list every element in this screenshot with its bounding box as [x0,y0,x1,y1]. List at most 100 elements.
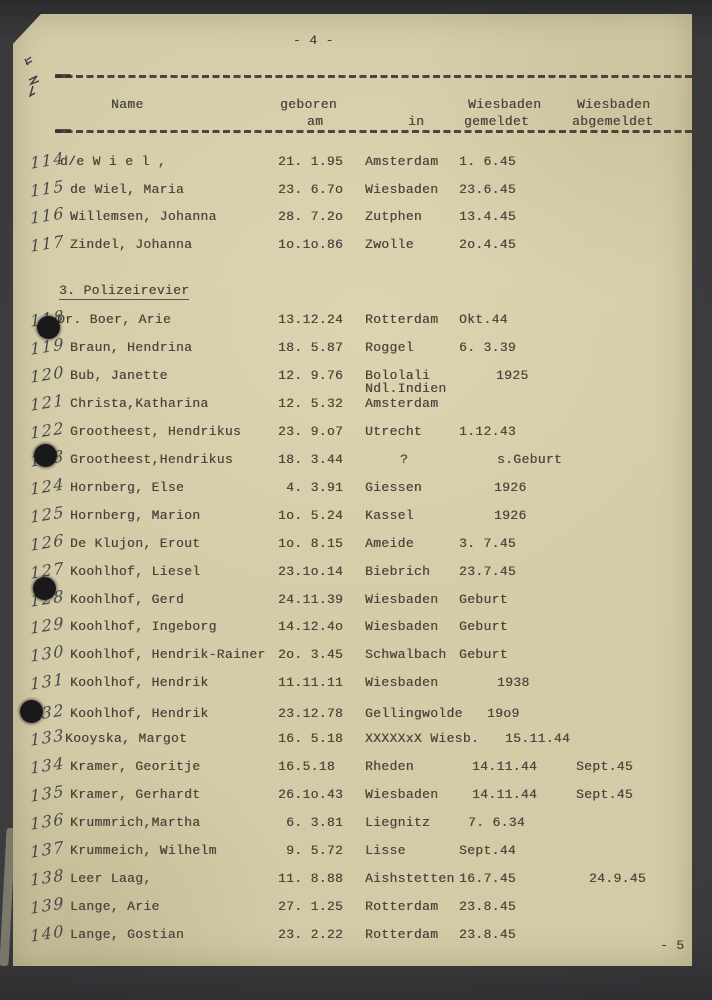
table-row: 136 Krummrich,Martha 6. 3.81 Liegnitz 7. 6.… [13,809,692,837]
name-cell: Grootheest,Hendrikus [70,451,234,467]
row-number: 117 [29,231,66,256]
born-date-cell: 13.12.24 [278,312,344,327]
ink-scribble [24,56,40,98]
row-number: 124 [29,473,66,499]
document-page: - 4 - Name geboren am in Wiesbaden gemel… [13,14,692,966]
row-number: 126 [29,529,66,555]
row-number: 116 [29,203,66,229]
birthplace-cell: Schwalbach [365,647,447,663]
gemeldet-cell: Geburt [459,591,508,607]
table-row: 137 Krummeich, Wilhelm 9. 5.72 Lisse Sept.4… [13,837,692,865]
name-cell: Zindel, Johanna [70,237,193,253]
row-number: 138 [29,865,66,890]
gemeldet-cell: 2o.4.45 [459,237,517,253]
born-date-cell: 1o. 5.24 [278,507,344,523]
gemeldet-cell: Sept.44 [459,843,517,859]
birthplace-cell: Rotterdam [365,898,439,914]
name-cell: Kramer, Georitje [70,759,201,775]
table-row: 125 Hornberg, Marion 1o. 5.24 Kassel 1926 [13,502,692,530]
name-cell: Bub, Janette [70,367,168,383]
birthplace-cell: Amsterdam [365,154,439,169]
row-number: 129 [29,613,66,639]
birthplace-cell: Wiesbaden [365,591,439,607]
table-row: 127 Koohlhof, Liesel 23.1o.14 Biebrich 23.7.… [13,558,692,586]
born-date-cell: 26.1o.43 [278,787,344,803]
birthplace-cell: Biebrich [365,563,431,579]
gemeldet-cell: 15.11.44 [505,731,571,747]
table-row: 140 Lange, Gostian 23. 2.22 Rotterdam 23.8.4… [13,921,692,949]
table-row: 122 Grootheest, Hendrikus 23. 9.o7 Utrecht 1… [13,418,692,446]
born-date-cell: 14.12.4o [278,619,344,635]
born-date-cell: 11.11.11 [278,675,344,691]
birthplace-cell: Wiesbaden [365,619,439,635]
page-number-top: - 4 - [293,33,334,48]
table-row: 116 Willemsen, Johanna 28. 7.2o Zutphen 13.4… [13,204,692,231]
name-cell: Braun, Hendrina [70,339,193,355]
gemeldet-cell: 23.8.45 [459,926,517,942]
table-row: 119 Braun, Hendrina 18. 5.87 Roggel 6. 3.39 [13,334,692,362]
gemeldet-cell: 13.4.45 [459,209,517,225]
gemeldet-cell: 1926 [494,479,527,495]
born-date-cell: 6. 3.81 [278,815,344,831]
table-row: 130 Koohlhof, Hendrik-Rainer 2o. 3.45 Schwa… [13,642,692,669]
table-row: 117 Zindel, Johanna 1o.1o.86 Zwolle 2o.4.45 [13,231,692,259]
born-date-cell: 9. 5.72 [278,843,344,859]
born-date-cell: 1o. 8.15 [278,535,344,551]
table-row: 138 Leer Laag, 11. 8.88 Aishstetten 16.7.45 2… [13,865,692,893]
born-date-cell: 4. 3.91 [278,479,344,495]
gemeldet-cell: Geburt [459,647,508,663]
gemeldet-cell: Okt.44 [459,312,508,327]
abgemeldet-cell: Sept.45 [576,787,634,803]
gemeldet-cell: 19o9 [487,706,520,722]
table-row: 139 Lange, Arie 27. 1.25 Rotterdam 23.8.45 [13,893,692,921]
birthplace-cell-line2: Ndl.Indien [365,380,447,396]
born-date-cell: 21. 1.95 [278,154,344,169]
name-cell: De Klujon, Erout [70,535,201,551]
hole-punch [33,577,56,600]
name-cell: Koohlhof, Hendrik [70,675,209,691]
column-header-gemeldet-1: Wiesbaden [468,97,542,112]
section-heading: 3. Polizeirevier [59,283,190,300]
birthplace-cell: XXXXXxX Wiesb. [365,731,480,747]
name-cell: Christa,Katharina [70,395,209,411]
hole-punch [20,700,43,723]
birthplace-cell: Lisse [365,843,406,859]
abgemeldet-cell: Sept.45 [576,759,634,775]
birthplace-cell: Roggel [365,339,414,355]
name-cell: Leer Laag, [70,871,152,886]
gemeldet-cell: 1926 [494,507,527,523]
born-date-cell: 16. 5.18 [278,731,344,747]
table-row: 135 Kramer, Gerhardt 26.1o.43 Wiesbaden 14.1… [13,781,692,809]
row-number: 140 [29,921,66,946]
row-number: 121 [29,390,66,415]
gemeldet-cell: 1. 6.45 [459,154,517,169]
gemeldet-cell: 23.6.45 [459,181,517,197]
gemeldet-cell: 23.7.45 [459,563,517,579]
birthplace-cell: Wiesbaden [365,675,439,691]
name-cell: d/e W i e l , [60,154,166,169]
column-header-abgemeldet-2: abgemeldet [572,114,654,129]
gemeldet-cell: 16.7.45 [459,871,517,886]
birthplace-cell: Bololali [365,367,431,383]
name-cell: Koohlhof, Hendrik-Rainer [70,647,266,663]
table-row: 131 Koohlhof, Hendrik 11.11.11 Wiesbaden 193… [13,670,692,697]
name-cell: Dr. Boer, Arie [57,312,172,327]
born-date-cell: 24.11.39 [278,591,344,607]
birthplace-cell: Rotterdam [365,312,439,327]
born-date-cell: 23.12.78 [278,706,344,722]
birthplace-cell: Kassel [365,507,414,523]
row-number: 133 [29,725,66,751]
name-cell: Grootheest, Hendrikus [70,423,242,439]
born-date-cell: 12. 9.76 [278,367,344,383]
table-row: 126 De Klujon, Erout 1o. 8.15 Ameide 3. 7.45 [13,530,692,558]
dashed-rule-top [55,74,692,78]
gemeldet-cell: 3. 7.45 [459,535,517,551]
table-row: 121 Christa,Katharina 12. 5.32 Amsterdam [13,390,692,418]
birthplace-cell: Wiesbaden [365,787,439,803]
gemeldet-cell: Geburt [459,619,508,635]
born-date-cell: 28. 7.2o [278,209,344,225]
name-cell: Koohlhof, Liesel [70,563,201,579]
born-date-cell: 16.5.18 [278,759,336,775]
born-date-cell: 23. 6.7o [278,181,344,197]
